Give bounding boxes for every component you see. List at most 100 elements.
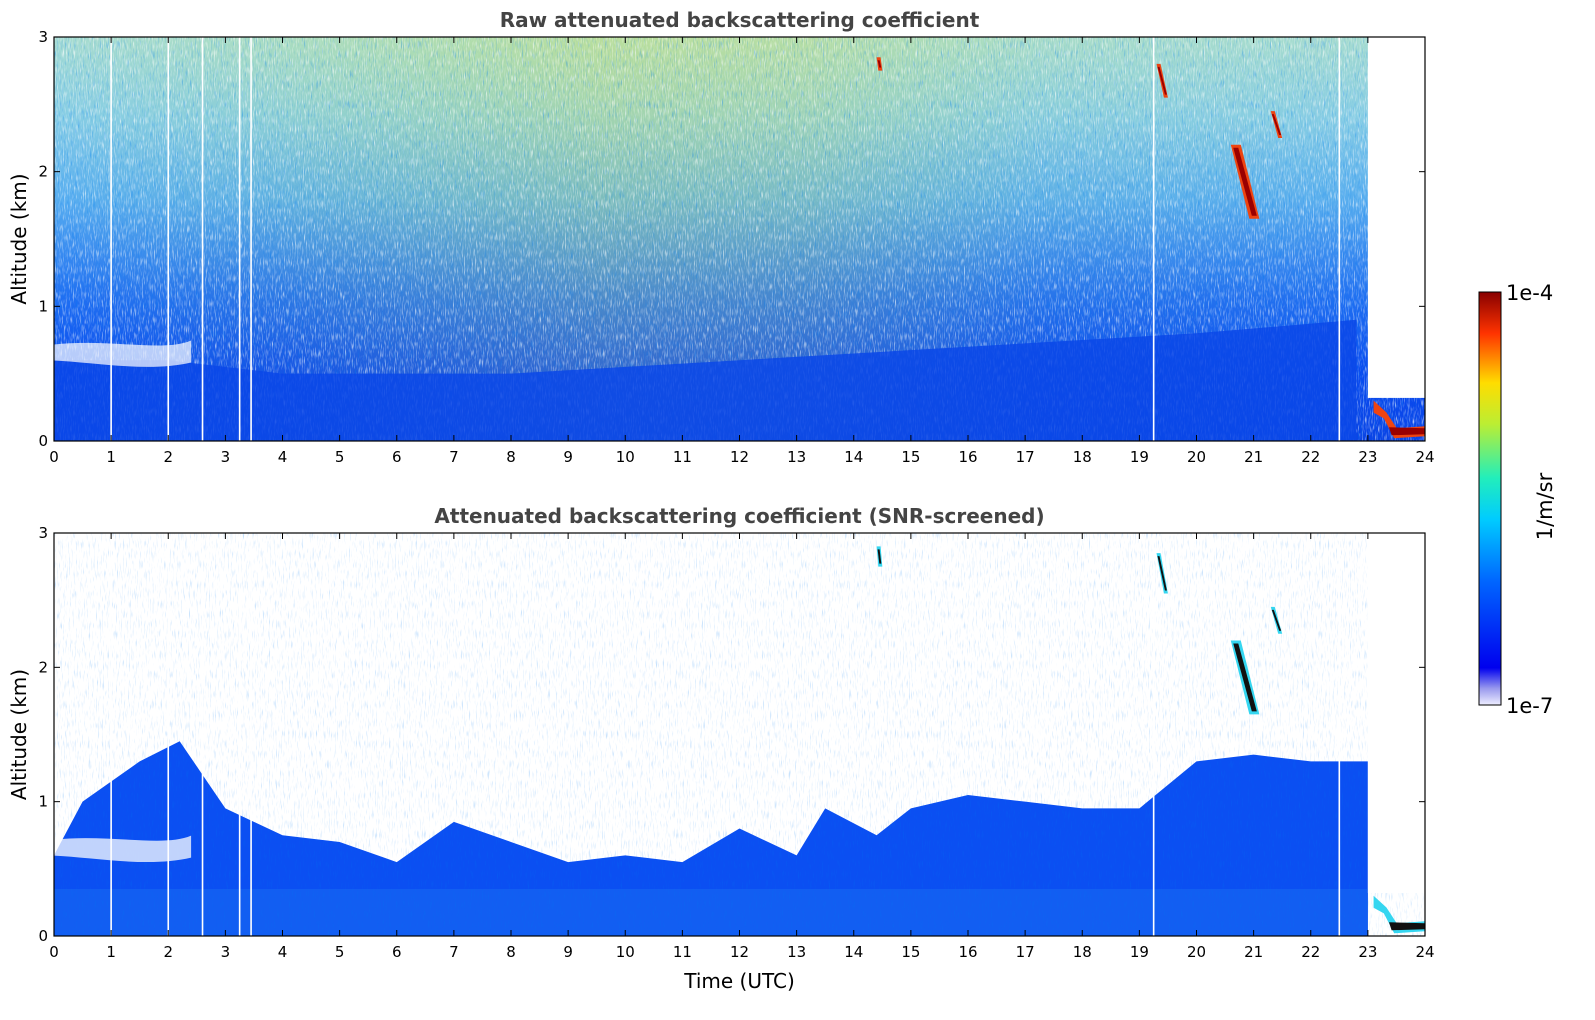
x-tick-label: 12 [730, 943, 749, 961]
x-tick-label: 5 [335, 943, 345, 961]
x-tick-label: 11 [673, 448, 692, 466]
y-tick-label: 3 [38, 524, 48, 542]
raw-x-axis-ticks: 0 1 2 3 4 5 6 7 8 9 10 11 12 13 14 15 16 17 18 19 20 21 22 23 24 [49, 37, 1435, 466]
colorbar-gradient [1478, 291, 1502, 706]
y-tick-label: 2 [38, 658, 48, 676]
x-tick-label: 10 [616, 448, 635, 466]
x-tick-label: 22 [1301, 448, 1320, 466]
x-tick-label: 12 [730, 448, 749, 466]
y-tick-label: 3 [38, 28, 48, 46]
x-tick-label: 16 [958, 943, 977, 961]
x-tick-label: 22 [1301, 943, 1320, 961]
missing-profile-line [250, 37, 252, 441]
colorbar-max-label: 1e-4 [1506, 281, 1553, 305]
snr-heatmap-field [54, 533, 1425, 936]
y-tick-label: 1 [38, 793, 48, 811]
missing-profile-line [238, 37, 241, 441]
snr-screened-panel: Attenuated backscattering coefficient (S… [7, 504, 1435, 993]
x-tick-label: 7 [449, 448, 459, 466]
x-tick-label: 21 [1244, 448, 1263, 466]
cloud-core [1233, 147, 1257, 216]
x-tick-label: 15 [901, 448, 920, 466]
cloud-core [1157, 66, 1167, 95]
x-tick-label: 20 [1187, 943, 1206, 961]
colorbar-unit-label: 1/m/sr [1533, 472, 1557, 540]
raw-cloud-features [876, 57, 1425, 439]
x-tick-label: 13 [787, 943, 806, 961]
raw-boundary-layer [54, 319, 1357, 441]
x-tick-label: 11 [673, 943, 692, 961]
x-tick-label: 23 [1358, 448, 1377, 466]
x-tick-label: 17 [1016, 943, 1035, 961]
snr-y-axis-ticks: 0 1 2 3 [38, 524, 1425, 945]
cloud-core [1233, 643, 1257, 712]
x-tick-label: 6 [392, 448, 402, 466]
x-tick-label: 21 [1244, 943, 1263, 961]
x-tick-label: 9 [563, 448, 573, 466]
cloud-core [877, 60, 882, 68]
snr-y-axis-label: Altitude (km) [7, 669, 31, 800]
missing-profile-line [201, 37, 204, 441]
cloud-core [1271, 114, 1282, 135]
missing-profile-line [167, 533, 170, 936]
x-tick-label: 7 [449, 943, 459, 961]
x-tick-label: 24 [1415, 448, 1434, 466]
x-tick-label: 18 [1073, 448, 1092, 466]
x-tick-label: 23 [1358, 943, 1377, 961]
snr-no-data-region [1367, 533, 1425, 894]
missing-profile-line [1338, 37, 1341, 441]
cloud-core [1389, 922, 1425, 931]
x-tick-label: 1 [106, 448, 116, 466]
missing-profile-line [1338, 533, 1341, 936]
x-tick-label: 24 [1415, 943, 1434, 961]
missing-profile-line [250, 533, 252, 936]
x-tick-label: 2 [163, 448, 173, 466]
colorbar: 1e-4 1e-7 1/m/sr [1478, 281, 1557, 718]
x-tick-label: 5 [335, 448, 345, 466]
x-tick-label: 0 [49, 448, 59, 466]
x-tick-label: 15 [901, 943, 920, 961]
raw-aerosol-layer [54, 340, 192, 367]
snr-speckle-noise [54, 533, 1425, 936]
snr-x-axis-ticks: 0 1 2 3 4 5 6 7 8 9 10 11 12 13 14 15 16 17 18 19 20 21 22 23 24 [49, 533, 1435, 961]
missing-profile-line [110, 37, 112, 441]
x-tick-label: 6 [392, 943, 402, 961]
y-tick-label: 0 [38, 432, 48, 450]
x-tick-label: 1 [106, 943, 116, 961]
x-tick-label: 9 [563, 943, 573, 961]
missing-profile-line [1152, 533, 1155, 936]
x-tick-label: 17 [1016, 448, 1035, 466]
snr-panel-title: Attenuated backscattering coefficient (S… [434, 504, 1044, 528]
raw-backscatter-panel: Raw attenuated backscattering coefficien… [7, 8, 1435, 466]
x-tick-label: 4 [278, 448, 288, 466]
x-tick-label: 8 [506, 943, 516, 961]
missing-profile-line [167, 37, 170, 441]
x-tick-label: 4 [278, 943, 288, 961]
x-tick-label: 14 [844, 448, 863, 466]
snr-cloud-features [876, 546, 1425, 934]
x-tick-label: 2 [163, 943, 173, 961]
raw-heatmap-field [54, 37, 1425, 441]
x-tick-label: 3 [221, 943, 231, 961]
raw-missing-profiles [110, 37, 1341, 441]
x-axis-label: Time (UTC) [683, 969, 795, 993]
x-tick-label: 18 [1073, 943, 1092, 961]
cloud-core [877, 549, 882, 564]
snr-missing-profiles [110, 533, 1341, 936]
y-tick-label: 0 [38, 927, 48, 945]
raw-y-axis-label: Altitude (km) [7, 173, 31, 304]
cloud-core [1157, 556, 1167, 591]
colorbar-min-label: 1e-7 [1506, 694, 1553, 718]
missing-profile-line [1152, 37, 1155, 441]
missing-profile-line [238, 533, 241, 936]
raw-panel-title: Raw attenuated backscattering coefficien… [500, 8, 980, 32]
x-tick-label: 3 [221, 448, 231, 466]
x-tick-label: 0 [49, 943, 59, 961]
x-tick-label: 8 [506, 448, 516, 466]
x-tick-label: 10 [616, 943, 635, 961]
x-tick-label: 13 [787, 448, 806, 466]
x-tick-label: 16 [958, 448, 977, 466]
raw-y-axis-ticks: 0 1 2 3 [38, 28, 1425, 450]
cloud-core [1271, 609, 1282, 631]
